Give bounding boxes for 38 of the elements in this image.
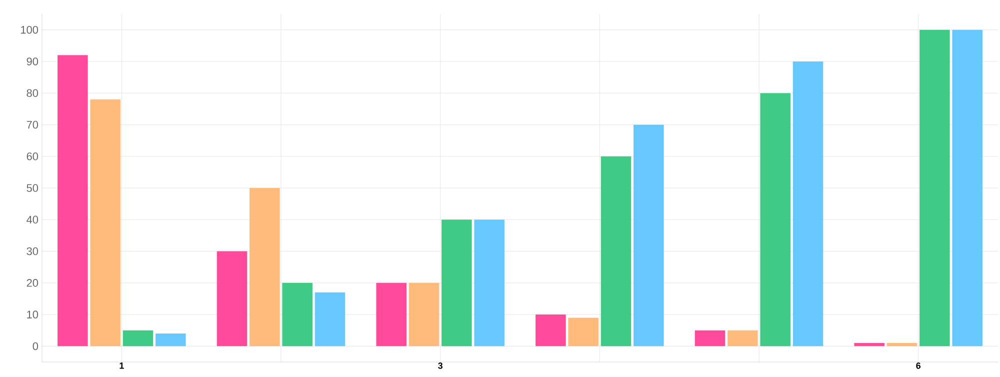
bar <box>694 330 726 346</box>
bar <box>408 282 440 346</box>
bar <box>568 318 598 346</box>
bar <box>442 220 472 346</box>
x-tick-label: 3 <box>438 362 443 369</box>
bar <box>920 30 950 346</box>
y-tick-label: 30 <box>26 247 38 256</box>
bar <box>728 330 758 346</box>
y-tick-label: 50 <box>26 184 38 192</box>
y-tick-label: 20 <box>26 279 38 287</box>
bar <box>282 282 312 346</box>
bar <box>474 220 504 346</box>
y-tick-label: 60 <box>26 152 38 160</box>
bar <box>854 343 884 346</box>
bar <box>952 30 982 346</box>
bar <box>90 99 120 346</box>
bar <box>634 124 664 346</box>
y-tick-label: 70 <box>26 120 38 129</box>
y-tick-label: 90 <box>26 58 38 66</box>
bar <box>600 156 632 346</box>
bar <box>376 282 406 346</box>
y-tick-label: 0 <box>32 342 38 350</box>
bar <box>792 61 824 346</box>
y-tick-label: 80 <box>26 89 38 97</box>
x-tick-label: 6 <box>916 362 921 369</box>
bar <box>760 93 790 346</box>
bar <box>122 330 154 346</box>
bar <box>250 188 280 346</box>
y-tick-label: 40 <box>26 216 38 224</box>
bar <box>314 292 346 346</box>
bar <box>886 343 918 346</box>
y-tick-label: 100 <box>21 26 38 34</box>
bar <box>58 55 88 346</box>
bar <box>216 251 248 346</box>
bar <box>156 334 186 346</box>
x-tick-label: 1 <box>120 362 124 369</box>
y-tick-label: 10 <box>27 310 38 318</box>
bar <box>536 314 566 346</box>
